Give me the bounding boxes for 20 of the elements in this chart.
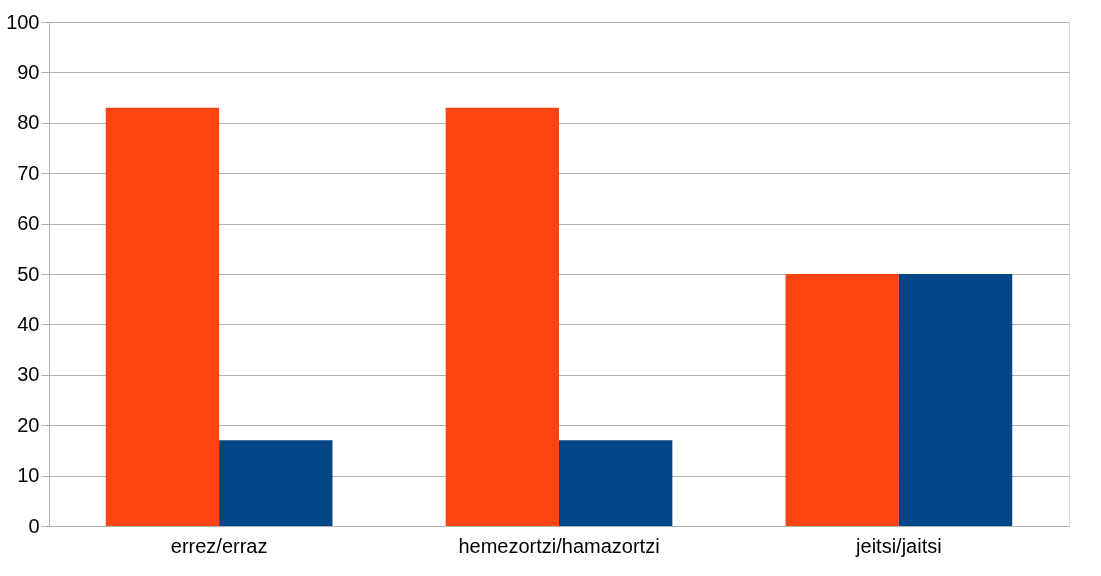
bar [559,440,673,526]
y-tick-label: 30 [17,363,40,386]
bar [445,107,559,526]
y-tick-label: 40 [17,312,40,335]
y-tick-label: 70 [17,161,40,184]
y-tick-label: 50 [17,262,40,285]
y-tick-label: 100 [6,10,40,33]
y-tick-label: 20 [17,413,40,436]
y-tick-label: 80 [17,111,40,134]
y-tick-label: 90 [17,60,40,83]
bar [785,274,899,526]
x-tick-label: errez/erraz [170,534,268,557]
x-tick-label: jeitsi/jaitsi [855,534,942,557]
y-tick-label: 10 [17,464,40,487]
bar [898,274,1013,526]
x-tick-label: hemezortzi/hamazortzi [458,534,660,557]
bar [105,107,220,526]
y-tick-label: 0 [28,514,40,537]
y-tick-label: 60 [17,212,40,235]
bar [219,440,333,526]
